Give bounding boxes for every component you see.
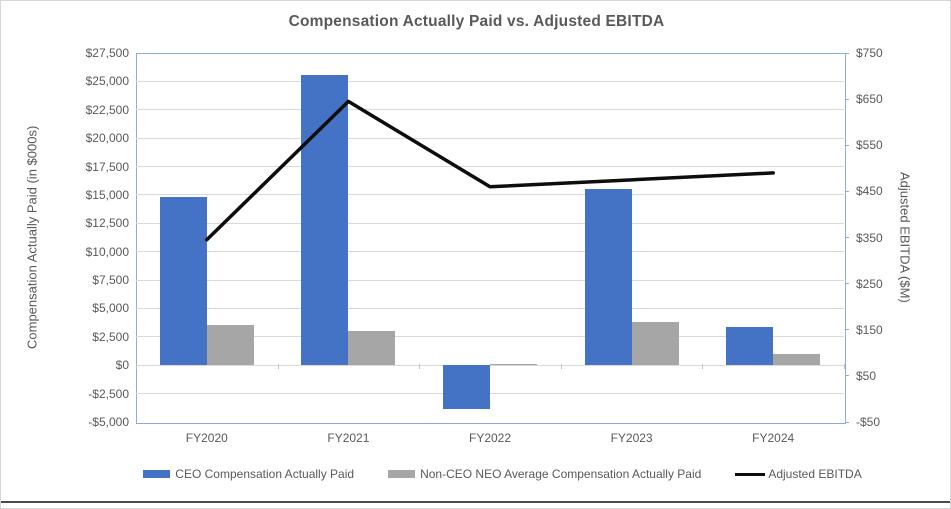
left-axis-tick-label: $5,000: [92, 301, 129, 316]
zero-axis-tick: [136, 364, 137, 370]
legend-label-ceo-compensation: CEO Compensation Actually Paid: [175, 467, 355, 481]
right-axis-tick: [845, 237, 849, 238]
right-axis-tick: [845, 190, 849, 192]
gridline: [136, 109, 844, 111]
right-axis-tick: [845, 52, 849, 54]
left-axis-tick-label: -$5,000: [88, 415, 129, 429]
bar-ceo-compensation-fy2021: [301, 74, 349, 366]
right-axis-tick: [845, 421, 849, 423]
zero-axis-tick: [702, 364, 704, 370]
right-axis-tick-label: -$50: [856, 415, 881, 429]
left-axis-tick-label: -$2,500: [88, 386, 129, 401]
left-axis-tick-label: $0: [115, 358, 129, 373]
legend-item-ceo-compensation: CEO Compensation Actually Paid: [143, 467, 354, 481]
x-axis-category-label: FY2020: [185, 431, 228, 445]
legend-item-non-ceo-neo-compensation: Non-CEO NEO Average Compensation Actuall…: [388, 467, 701, 481]
legend-label-non-ceo-neo-compensation: Non-CEO NEO Average Compensation Actuall…: [420, 467, 702, 481]
right-axis-tick-label: $650: [856, 92, 883, 107]
bottom-rule: [1, 501, 950, 503]
left-axis-title: Compensation Actually Paid (in $000s): [24, 125, 40, 350]
legend-label-adjusted-ebitda: Adjusted EBITDA: [768, 467, 862, 481]
gridline: [136, 222, 844, 224]
gridline: [136, 279, 844, 281]
gridline: [136, 194, 844, 196]
left-axis-tick-label: $15,000: [85, 187, 129, 202]
right-axis-title: Adjusted EBITDA ($M): [897, 172, 913, 303]
right-axis-tick-label: $150: [856, 322, 883, 337]
right-axis-tick: [845, 283, 849, 285]
right-axis-tick-label: $50: [856, 368, 877, 383]
left-axis-tick-label: $12,500: [85, 216, 129, 231]
left-axis-tick-label: $27,500: [85, 46, 129, 60]
right-axis-tick: [845, 98, 849, 100]
right-axis-tick: [845, 329, 849, 331]
gridline: [136, 307, 844, 309]
bar-non-ceo-neo-average-compensation-fy2024: [773, 353, 821, 366]
gridline: [136, 137, 844, 139]
right-axis-tick-label: $550: [856, 138, 883, 153]
x-axis-category-label: FY2023: [610, 431, 653, 445]
x-axis-category-label: FY2021: [327, 431, 370, 445]
right-axis-tick-label: $750: [856, 46, 883, 60]
zero-axis-tick: [560, 364, 562, 370]
right-axis-tick-label: $350: [856, 230, 883, 245]
left-axis-tick-label: $7,500: [92, 273, 129, 288]
bar-non-ceo-neo-average-compensation-fy2023: [631, 322, 679, 366]
x-axis-category-label: FY2022: [468, 431, 512, 445]
bar-non-ceo-neo-average-compensation-fy2020: [206, 325, 254, 366]
gridline: [136, 166, 844, 168]
bar-ceo-compensation-fy2023: [584, 189, 632, 366]
right-axis-tick: [845, 375, 849, 377]
right-axis-tick-label: $450: [856, 184, 883, 199]
bar-ceo-compensation-fy2020: [159, 197, 207, 366]
legend-swatch-neo-bar: [388, 470, 416, 478]
legend: CEO Compensation Actually Paid Non-CEO N…: [27, 465, 950, 483]
left-axis-tick-label: $25,000: [85, 74, 129, 89]
zero-axis-tick: [277, 364, 279, 370]
gridline: [136, 336, 844, 338]
right-axis-tick-label: $250: [856, 276, 883, 291]
legend-swatch-ebitda-line: [735, 472, 766, 476]
gridline: [136, 251, 844, 253]
chart-title: Compensation Actually Paid vs. Adjusted …: [288, 13, 665, 30]
left-axis-tick-label: $2,500: [92, 329, 129, 344]
gridline: [136, 393, 844, 395]
legend-swatch-ceo-bar: [143, 470, 171, 478]
left-axis-tick-label: $10,000: [85, 244, 129, 259]
legend-item-adjusted-ebitda: Adjusted EBITDA: [735, 467, 862, 481]
left-axis-tick-label: $17,500: [85, 159, 129, 174]
bar-ceo-compensation-fy2024: [726, 326, 774, 366]
bar-ceo-compensation-fy2022: [443, 365, 490, 409]
zero-axis-tick: [844, 364, 845, 370]
gridline: [136, 364, 844, 366]
zero-axis-tick: [419, 364, 421, 370]
right-axis-tick: [845, 144, 849, 146]
left-axis-tick-label: $22,500: [85, 102, 129, 117]
bar-non-ceo-neo-average-compensation-fy2021: [348, 331, 396, 366]
x-axis-category-label: FY2024: [752, 431, 795, 445]
gridline: [136, 80, 844, 82]
bar-non-ceo-neo-average-compensation-fy2022: [490, 363, 537, 366]
left-axis-tick-label: $20,000: [85, 131, 129, 146]
